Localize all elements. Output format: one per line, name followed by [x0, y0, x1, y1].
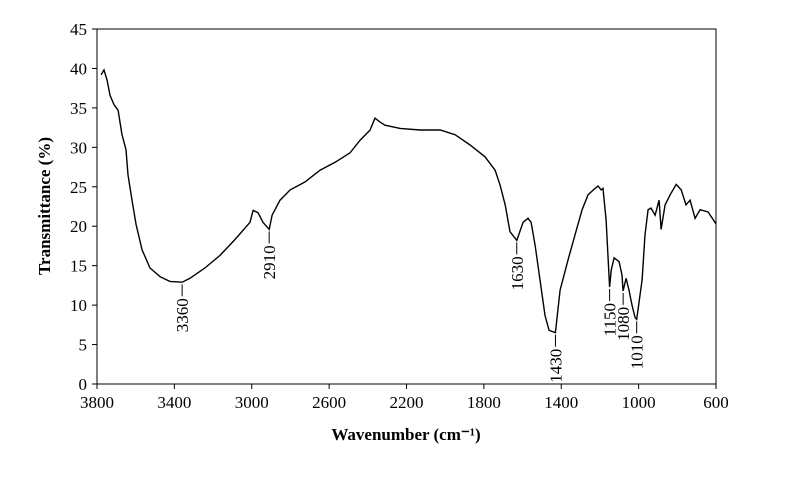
y-tick-label: 5	[79, 336, 88, 355]
peak-label: 3360	[173, 298, 192, 332]
x-tick-label: 1400	[544, 393, 578, 412]
y-tick-label: 0	[79, 375, 88, 394]
x-axis-label: Wavenumber (cm⁻¹)	[331, 425, 480, 444]
peak-label: 1150	[601, 303, 620, 336]
x-tick-label: 3400	[157, 393, 191, 412]
peak-label: 2910	[260, 245, 279, 279]
x-tick-label: 3800	[80, 393, 114, 412]
y-tick-label: 25	[70, 178, 87, 197]
peak-label: 1430	[546, 349, 565, 383]
x-tick-label: 1800	[467, 393, 501, 412]
y-tick-label: 40	[70, 59, 87, 78]
y-axis-label: Transmittance (%)	[35, 137, 54, 275]
peak-label: 1080	[614, 307, 633, 341]
x-tick-label: 1000	[622, 393, 656, 412]
y-tick-label: 10	[70, 296, 87, 315]
y-tick-label: 45	[70, 20, 87, 39]
peak-label: 1630	[508, 256, 527, 290]
peak-label: 1010	[628, 335, 647, 369]
y-tick-label: 15	[70, 257, 87, 276]
x-tick-label: 2600	[312, 393, 346, 412]
y-tick-label: 30	[70, 138, 87, 157]
x-tick-label: 3000	[235, 393, 269, 412]
spectrum-line	[100, 68, 717, 334]
y-tick-label: 35	[70, 99, 87, 118]
x-tick-label: 600	[703, 393, 729, 412]
y-tick-label: 20	[70, 217, 87, 236]
x-tick-label: 2200	[390, 393, 424, 412]
